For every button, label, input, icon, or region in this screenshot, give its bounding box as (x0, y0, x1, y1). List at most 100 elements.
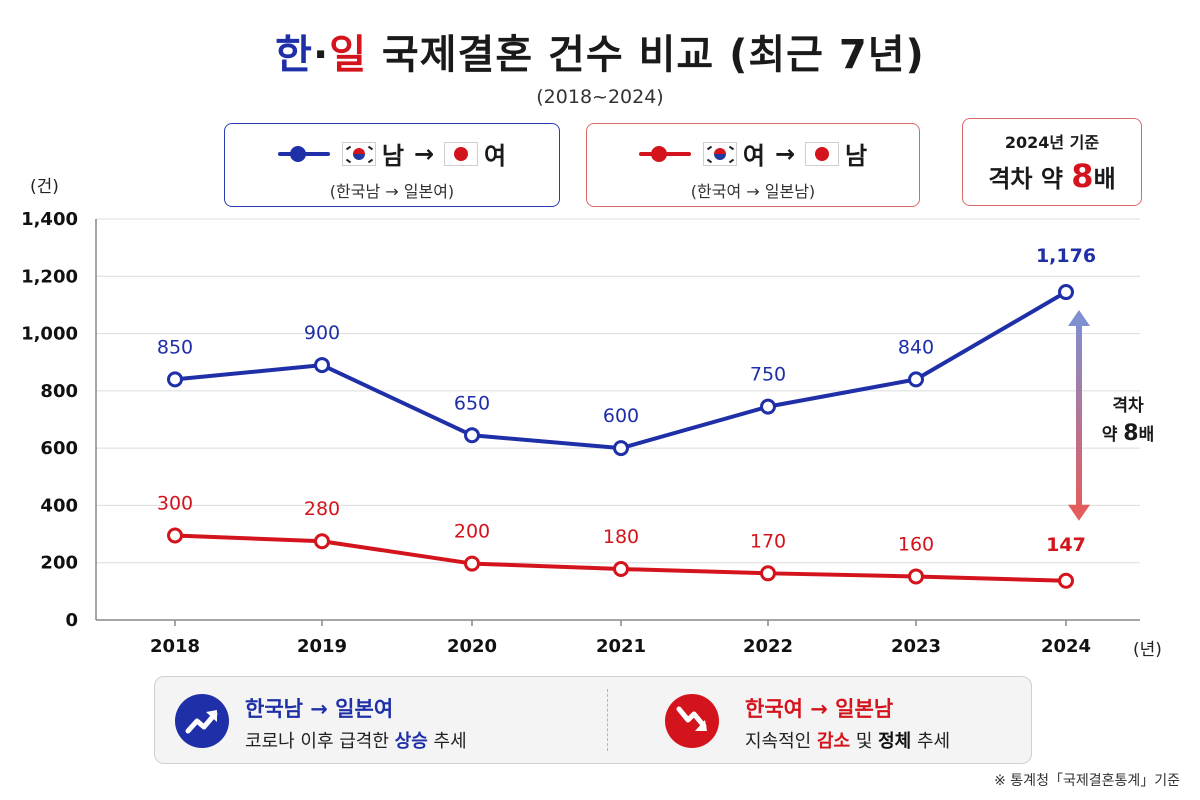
y-tick-label: 400 (40, 495, 78, 516)
data-label: 1,176 (1036, 245, 1096, 267)
trend-down-icon (665, 694, 719, 748)
x-tick-label: 2022 (743, 636, 793, 657)
trend-up-emphasis: 상승 (394, 731, 428, 752)
gap-annotation-number: 8 (1123, 421, 1139, 446)
data-label: 650 (454, 392, 490, 414)
gap-box-prefix: 격차 약 (988, 165, 1072, 193)
data-point (464, 427, 480, 444)
gap-annotation-suffix: 배 (1138, 425, 1155, 445)
x-axis-unit: (년) (1133, 640, 1162, 660)
data-point (1058, 284, 1074, 301)
gap-annotation: 격차 약 8배 (1098, 392, 1158, 449)
legend-left-char: 여 (742, 142, 765, 170)
data-label: 900 (304, 322, 340, 344)
x-tick-label: 2021 (596, 636, 646, 657)
korea-flag-icon (341, 141, 376, 166)
gap-box-value: 격차 약 8배 (963, 157, 1141, 195)
x-tick-label: 2023 (891, 636, 941, 657)
gap-annotation-prefix: 약 (1101, 425, 1124, 445)
data-point (613, 440, 629, 457)
trend-summary-panel: 한국남 → 일본여 코로나 이후 급격한 상승 추세 한국여 → 일본남 지속적… (154, 676, 1032, 764)
legend-row: 여 → 남 (587, 136, 919, 171)
chart-subtitle: (2018~2024) (536, 86, 664, 108)
data-label: 280 (304, 498, 340, 520)
japan-flag-icon (444, 141, 479, 166)
x-tick-label: 2024 (1041, 636, 1091, 657)
gap-box-basis: 2024년 기준 (1004, 133, 1100, 152)
trend-up-desc: 코로나 이후 급격한 상승 추세 (245, 727, 467, 753)
data-point (314, 533, 330, 550)
right-arrow-icon: → (774, 139, 796, 168)
data-label: 147 (1046, 534, 1086, 556)
x-tick-label: 2019 (297, 636, 347, 657)
source-note: ※ 통계청「국제결혼통계」기준 (994, 773, 1180, 789)
trend-down-title: 한국여 → 일본남 (745, 697, 894, 721)
legend-male-to-female: 남 → 여 (한국남 → 일본여) (224, 123, 560, 207)
data-label: 850 (157, 336, 193, 358)
legend-right-char: 여 (484, 142, 507, 170)
data-label: 750 (750, 364, 786, 386)
data-point (464, 555, 480, 572)
y-tick-label: 1,000 (21, 324, 78, 345)
title-rest: 국제결혼 건수 비교 (최근 7년) (367, 32, 925, 78)
legend-line-marker (638, 145, 691, 162)
y-tick-label: 1,400 (21, 209, 78, 230)
legend-row: 남 → 여 (225, 136, 559, 171)
gap-annotation-line1: 격차 (1112, 396, 1144, 416)
data-label: 170 (750, 530, 786, 552)
data-point (760, 398, 776, 415)
gap-box-suffix: 배 (1093, 165, 1116, 193)
japan-flag-icon (805, 141, 840, 166)
chart-title: 한·일 국제결혼 건수 비교 (최근 7년) (0, 22, 1200, 80)
data-label: 840 (898, 336, 934, 358)
trend-down-desc-tail: 추세 (911, 731, 951, 752)
y-axis-unit: (건) (30, 177, 59, 197)
legend-subtext: (한국남 → 일본여) (329, 182, 455, 201)
x-tick-label: 2018 (150, 636, 200, 657)
y-tick-label: 600 (40, 438, 78, 459)
title-korea: 한 (275, 32, 313, 78)
trend-up-title: 한국남 → 일본여 (245, 697, 394, 721)
trend-up-icon (175, 694, 229, 748)
data-point (760, 565, 776, 582)
korea-flag-icon (702, 141, 737, 166)
panel-divider (607, 689, 608, 751)
data-label: 600 (603, 405, 639, 427)
title-dot: · (312, 32, 330, 78)
data-label: 300 (157, 493, 193, 515)
data-point (167, 371, 183, 388)
y-tick-label: 0 (65, 610, 78, 631)
trend-down-desc-mid: 및 (850, 731, 879, 752)
y-tick-label: 1,200 (21, 266, 78, 287)
gap-arrow-head-up (1068, 310, 1090, 327)
y-tick-label: 200 (40, 553, 78, 574)
data-label: 200 (454, 521, 490, 543)
data-point (908, 568, 924, 585)
trend-up-desc-text: 코로나 이후 급격한 (245, 731, 395, 752)
data-point (613, 561, 629, 578)
y-tick-label: 800 (40, 381, 78, 402)
trend-down-emphasis-1: 감소 (816, 731, 851, 752)
legend-line-marker (277, 145, 330, 162)
gap-box-number: 8 (1071, 157, 1094, 195)
gap-summary-box: 2024년 기준 격차 약 8배 (962, 118, 1142, 206)
legend-right-char: 남 (845, 142, 868, 170)
data-point (167, 527, 183, 544)
legend-female-to-male: 여 → 남 (한국여 → 일본남) (586, 123, 920, 207)
title-japan: 일 (329, 32, 367, 78)
data-point (1058, 572, 1074, 589)
data-label: 180 (603, 526, 639, 548)
trend-up-desc-tail: 추세 (427, 731, 467, 752)
data-point (314, 357, 330, 374)
legend-subtext: (한국여 → 일본남) (690, 182, 816, 201)
gap-arrow-head-down (1068, 504, 1090, 521)
trend-down-desc-text: 지속적인 (745, 731, 817, 752)
data-label: 160 (898, 533, 934, 555)
data-point (908, 371, 924, 388)
x-tick-label: 2020 (447, 636, 497, 657)
right-arrow-icon: → (413, 139, 435, 168)
gap-arrow-shaft (1076, 322, 1082, 509)
trend-down-emphasis-2: 정체 (878, 731, 912, 752)
trend-down-desc: 지속적인 감소 및 정체 추세 (745, 727, 950, 753)
